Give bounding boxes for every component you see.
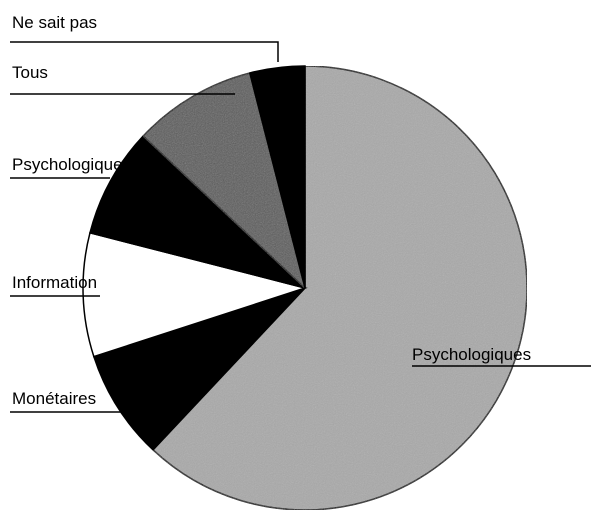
slice-label-group: Information: [10, 273, 100, 297]
pie-slice: [89, 134, 306, 289]
pie-slice: [248, 65, 306, 289]
slice-label: Tous: [12, 63, 48, 82]
slice-label: Monétaires: [12, 389, 96, 408]
pie: [82, 65, 528, 511]
slice-label: Information: [12, 273, 97, 292]
leader-line: [10, 41, 279, 62]
pie-slice: [82, 231, 308, 358]
slice-label-group: Psychologiques: [412, 345, 591, 367]
labels: Psychologiques Information Tous Ne sait pas: [10, 13, 591, 367]
slice-label-group: Monétaires: [10, 389, 135, 413]
pie-slice: [142, 72, 307, 291]
slice-label-group: Tous: [10, 63, 235, 95]
pie-slice: [92, 287, 306, 451]
slice-label: Ne sait pas: [12, 13, 97, 32]
pie-slice: [151, 65, 528, 511]
slice-label: Psychologiques: [412, 345, 531, 364]
slice-label-group: Ne sait pas: [10, 13, 279, 62]
